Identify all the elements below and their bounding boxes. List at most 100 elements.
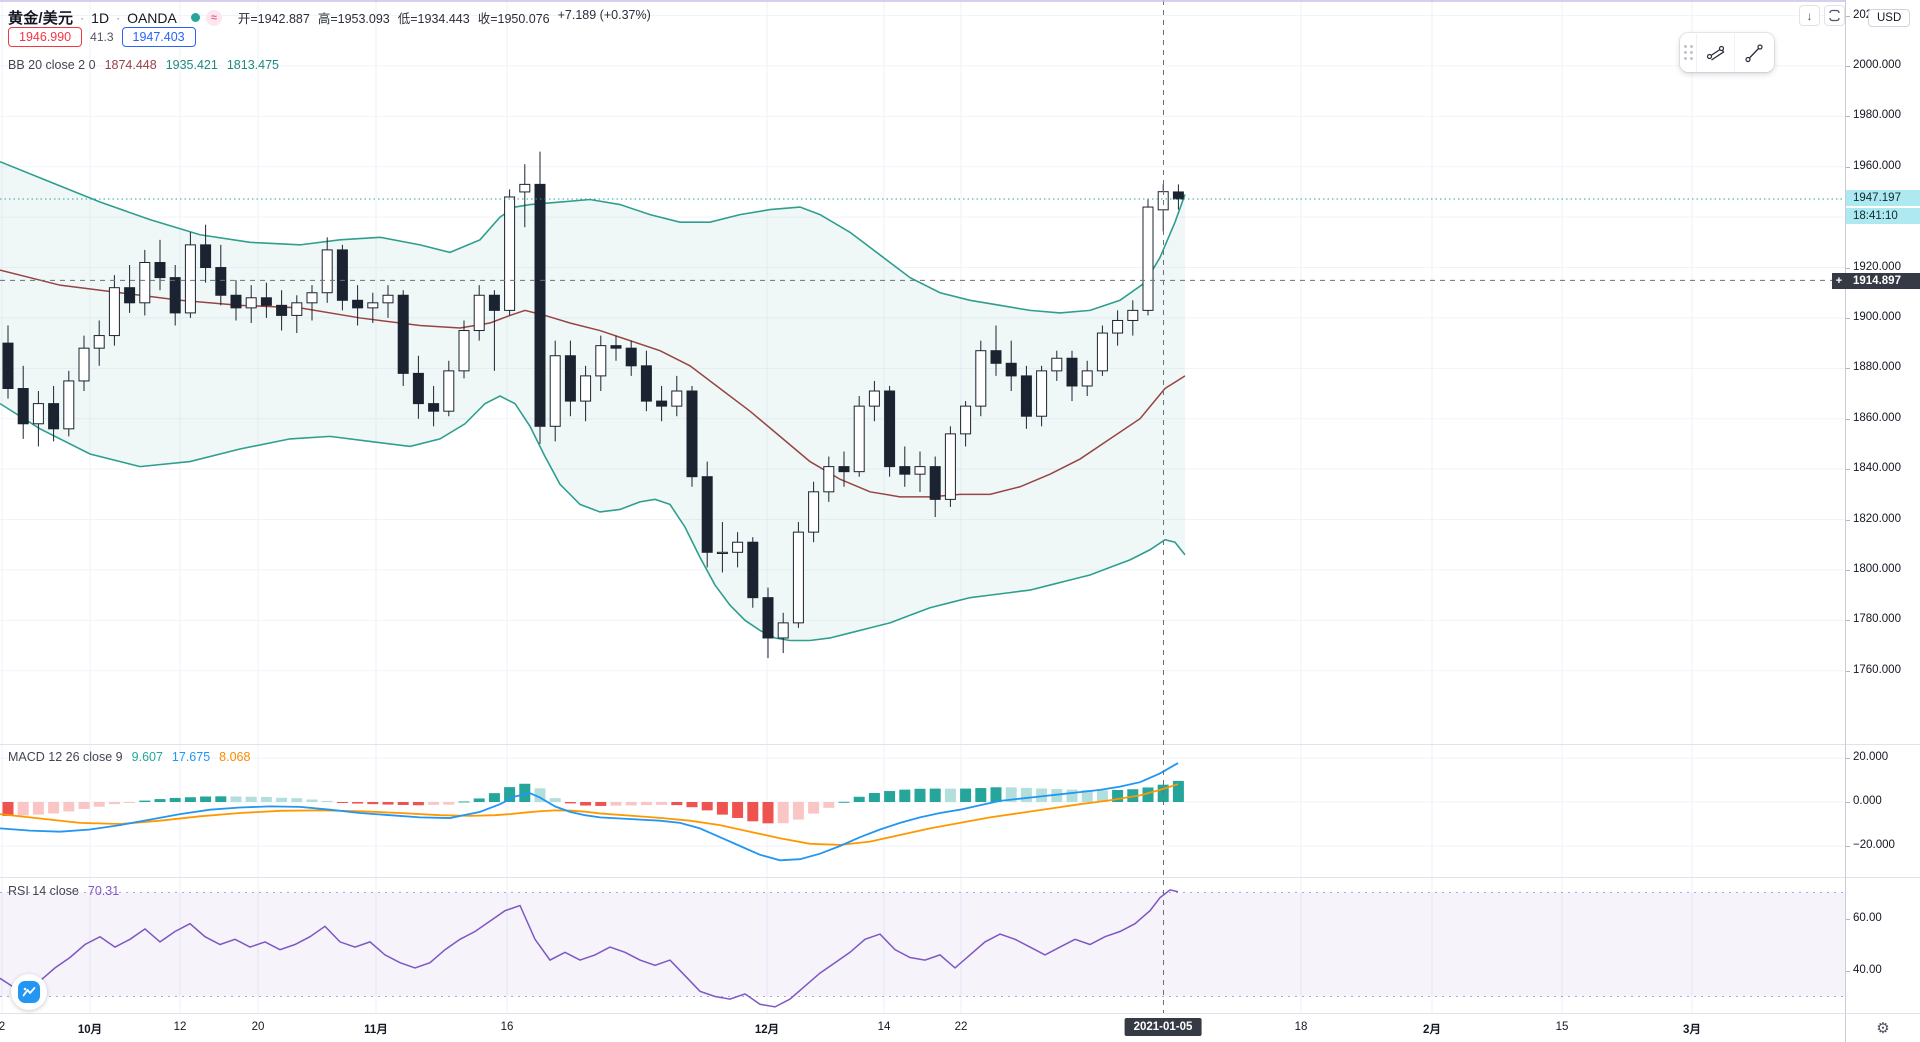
macd-histogram-bar <box>686 802 698 808</box>
macd-histogram-bar <box>78 802 90 809</box>
axis-tickmark <box>1846 116 1850 118</box>
candle-up <box>473 294 485 332</box>
trend-line-tool-button[interactable] <box>1734 33 1772 72</box>
candle-down <box>899 466 911 475</box>
bb-label[interactable]: BB 20 close 2 0 <box>8 58 96 72</box>
candle-down <box>990 350 1002 364</box>
time-axis-settings-cell: ⚙ <box>1845 1013 1920 1042</box>
macd-histogram-bar <box>1172 780 1184 802</box>
rsi-label[interactable]: RSI 14 close <box>8 884 79 898</box>
axis-tickmark <box>1846 166 1850 168</box>
macd-histogram-bar <box>838 801 850 803</box>
macd-histogram-bar <box>944 788 956 802</box>
macd-histogram-bar <box>929 788 941 802</box>
candle-down <box>169 277 181 314</box>
timeframe-label[interactable]: 1D <box>91 9 110 26</box>
candle-down <box>564 355 576 402</box>
macd-histogram-bar <box>534 788 546 802</box>
delayed-data-icon[interactable]: ≈ <box>205 9 222 26</box>
axis-tickmark <box>1846 469 1850 471</box>
time-axis[interactable]: 2021-01-05 2 10月 12 20 11月 16 12月 14 22 18 2月 15 3月 <box>0 1013 1845 1042</box>
price-axis[interactable]: USD 1947.197 18:41:10 + 1914.897 2020.00… <box>1832 0 1920 1013</box>
macd-histogram-bar <box>17 802 29 816</box>
symbol-name[interactable]: 黄金/美元 <box>8 10 74 27</box>
price-tick-label: 1780.000 <box>1853 613 1901 626</box>
pane-separator <box>1846 744 1920 745</box>
macd-hist-value: 9.607 <box>131 750 163 764</box>
macd-indicator-legend[interactable]: MACD 12 26 close 9 9.607 17.675 8.068 <box>8 750 250 764</box>
axis-tickmark <box>1846 802 1850 803</box>
candle-down <box>656 400 668 407</box>
price-tick-label: 2000.000 <box>1853 58 1901 71</box>
candle-down <box>397 294 409 374</box>
trade-widget: 1946.990 41.3 1947.403 <box>8 27 196 47</box>
candle-up <box>306 292 318 304</box>
chart-attribution-logo[interactable] <box>11 974 47 1010</box>
macd-histogram-bar <box>671 802 683 806</box>
macd-histogram-bar <box>215 796 227 802</box>
ohlc-values: 开=1942.887 高=1953.093 低=1934.443 收=1950.… <box>238 8 651 27</box>
price-tick-label: 1760.000 <box>1853 663 1901 676</box>
macd-histogram-bar <box>899 789 911 802</box>
candle-up <box>108 287 120 337</box>
buy-button[interactable]: 1947.403 <box>121 27 196 47</box>
bb-indicator-legend[interactable]: BB 20 close 2 0 1874.448 1935.421 1813.4… <box>8 58 279 72</box>
candle-down <box>124 287 136 304</box>
parallel-channel-tool-button[interactable] <box>1696 33 1734 72</box>
logo-icon <box>18 981 40 1003</box>
candle-down <box>215 267 227 296</box>
axis-tickmark <box>1846 65 1850 67</box>
time-tick-label: 14 <box>877 1021 891 1033</box>
candle-down <box>1172 191 1184 200</box>
macd-histogram-bar <box>458 801 470 803</box>
candle-up <box>184 244 196 314</box>
symbol-legend[interactable]: 黄金/美元 · 1D · OANDA ≈ 开=1942.887 高=1953.0… <box>8 7 651 28</box>
candle-down <box>534 183 546 427</box>
macd-histogram-bar <box>564 802 576 804</box>
gear-icon[interactable]: ⚙ <box>1876 1019 1890 1037</box>
candle-up <box>367 302 379 309</box>
macd-histogram-bar <box>610 802 622 806</box>
candle-up <box>63 380 75 430</box>
macd-tick-label: −20.000 <box>1853 839 1895 851</box>
candle-up <box>823 466 835 493</box>
candle-down <box>929 466 941 500</box>
price-tick-label: 1900.000 <box>1853 310 1901 323</box>
candle-down <box>352 299 364 309</box>
maximize-pane-button[interactable] <box>1824 5 1845 26</box>
candle-up <box>321 249 333 294</box>
macd-signal-value: 8.068 <box>219 750 251 764</box>
axis-tickmark <box>1846 418 1850 420</box>
candle-down <box>17 387 29 425</box>
market-status-icon[interactable] <box>190 13 200 22</box>
candle-up <box>777 622 789 639</box>
candle-up <box>1036 370 1048 417</box>
bb-lower-band <box>0 395 1186 642</box>
candle-up <box>443 370 455 412</box>
macd-histogram-bar <box>428 802 440 805</box>
axis-tickmark <box>1846 670 1850 672</box>
candle-up <box>853 405 865 473</box>
candle-down <box>1005 362 1017 377</box>
macd-histogram-bar <box>352 802 364 804</box>
exchange-label[interactable]: OANDA <box>127 9 177 26</box>
time-tick-label: 2月 <box>1423 1024 1441 1036</box>
macd-histogram-bar <box>1005 787 1017 802</box>
scroll-to-price-button[interactable]: ↓ <box>1799 5 1820 26</box>
change-value: +7.189 (+0.37%) <box>557 8 651 22</box>
time-tick-label: 16 <box>500 1021 514 1033</box>
chart-canvas[interactable] <box>0 0 1845 1042</box>
axis-tickmark <box>1846 267 1850 269</box>
toolbar-drag-handle[interactable] <box>1680 33 1696 72</box>
macd-label[interactable]: MACD 12 26 close 9 <box>8 750 123 764</box>
add-alert-plus-icon[interactable]: + <box>1832 273 1846 289</box>
sell-button[interactable]: 1946.990 <box>8 27 83 47</box>
axis-tickmark <box>1846 317 1850 319</box>
candle-up <box>139 261 151 304</box>
macd-histogram-bar <box>884 791 896 802</box>
axis-tickmark <box>1846 620 1850 622</box>
macd-histogram-bar <box>1142 787 1154 802</box>
currency-toggle-button[interactable]: USD <box>1868 9 1911 27</box>
rsi-indicator-legend[interactable]: RSI 14 close 70.31 <box>8 884 119 898</box>
